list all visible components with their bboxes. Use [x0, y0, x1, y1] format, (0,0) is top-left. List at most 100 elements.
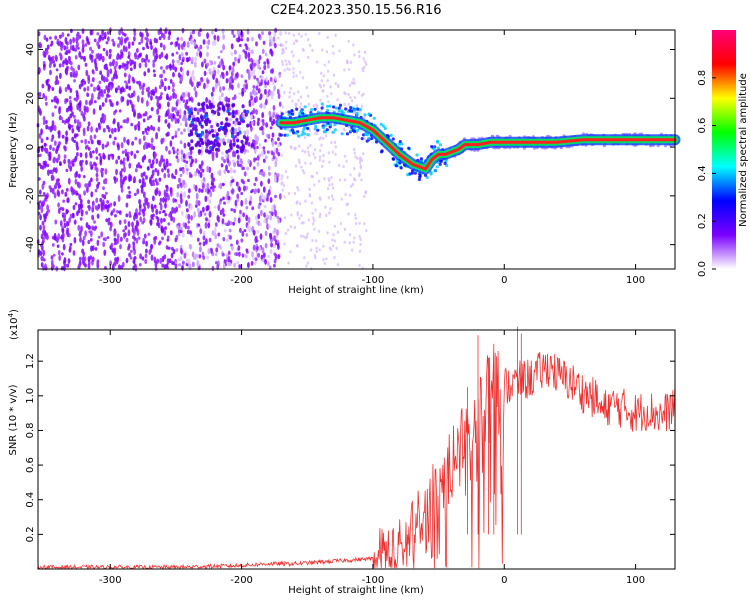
spectrogram-noise-dot — [154, 168, 158, 173]
spectrogram-noise-dot — [113, 260, 117, 267]
spectrogram-noise-dot — [208, 127, 212, 132]
spectrogram-noise-dot — [134, 224, 138, 232]
spectrogram-blob-dot — [211, 133, 215, 138]
spectrogram-noise-dot — [164, 197, 168, 203]
spectrogram-noise-dot — [268, 110, 272, 117]
spectrogram-noise-dot — [191, 158, 195, 163]
spectrogram-noise-dot — [202, 241, 206, 247]
spectrogram-noise-dot — [315, 250, 318, 254]
spectrogram-noise-dot — [86, 187, 89, 193]
spectrogram-noise-dot — [239, 209, 242, 215]
spectrogram-noise-dot — [61, 207, 65, 212]
spectrogram-noise-dot — [142, 135, 146, 141]
spectrogram-noise-dot — [336, 230, 340, 234]
spectrogram-noise-dot — [173, 207, 177, 211]
spectrogram-noise-dot — [91, 206, 95, 213]
spectrogram-noise-dot — [197, 200, 201, 207]
spectrogram-noise-dot — [168, 213, 172, 218]
spectrogram-noise-dot — [82, 236, 86, 240]
spectrogram-blob-dot — [231, 114, 235, 119]
spectrogram-noise-dot — [65, 46, 69, 50]
spectrogram-noise-dot — [43, 34, 47, 40]
spectrogram-blob-dot — [206, 117, 210, 122]
spectrogram-noise-dot — [73, 118, 77, 124]
spectrogram-noise-dot — [142, 171, 146, 177]
spectrogram-noise-dot — [364, 60, 367, 64]
spectrogram-noise-dot — [163, 85, 167, 92]
spectrogram-noise-dot — [256, 135, 259, 142]
spectrogram-noise-dot — [118, 264, 121, 270]
spectrogram-noise-dot — [136, 80, 139, 85]
spectrogram-noise-dot — [82, 175, 86, 179]
spectrogram-noise-dot — [136, 48, 139, 53]
spectrogram-noise-dot — [102, 186, 105, 191]
spectrogram-noise-dot — [257, 252, 260, 258]
spectrogram-noise-dot — [103, 76, 106, 83]
spectrogram-noise-dot — [200, 76, 204, 83]
spectrogram-noise-dot — [221, 208, 225, 215]
spectrogram-ridge-dot — [290, 128, 294, 132]
spectrogram-noise-dot — [352, 111, 355, 115]
spectrogram-blob-dot — [205, 113, 209, 118]
spectrogram-noise-dot — [46, 234, 49, 241]
spectrogram-noise-dot — [266, 63, 270, 69]
spectrogram-noise-dot — [152, 48, 156, 53]
spectrogram-noise-dot — [117, 143, 120, 151]
spectrogram-noise-dot — [109, 68, 113, 75]
spectrogram-noise-dot — [257, 80, 260, 84]
spectrogram-noise-dot — [191, 73, 195, 78]
spectrogram-noise-dot — [76, 192, 79, 196]
spectrogram-noise-dot — [261, 171, 264, 177]
spectrogram-noise-dot — [182, 153, 186, 159]
spectrogram-noise-dot — [219, 50, 223, 54]
spectrogram-noise-dot — [113, 229, 117, 236]
spectrogram-noise-dot — [225, 96, 229, 103]
spectrogram-noise-dot — [87, 239, 91, 245]
spectrogram-noise-dot — [296, 244, 299, 248]
spectrogram-noise-dot — [363, 194, 366, 199]
spectrogram-noise-dot — [61, 31, 65, 38]
spectrogram-noise-dot — [208, 199, 212, 205]
spectrogram-noise-dot — [141, 90, 145, 96]
spectrogram-noise-dot — [358, 160, 362, 165]
spectrogram-noise-dot — [297, 32, 301, 36]
spectrogram-noise-dot — [156, 97, 160, 103]
spectrogram-noise-dot — [178, 203, 181, 209]
spectrogram-noise-dot — [271, 79, 275, 86]
spectrogram-noise-dot — [318, 137, 321, 141]
spectrogram-noise-dot — [201, 61, 204, 68]
spectrogram-noise-dot — [135, 208, 138, 215]
spectrogram-noise-dot — [172, 216, 176, 223]
spectrogram-blob-dot — [235, 117, 239, 122]
spectrogram-noise-dot — [347, 212, 350, 216]
spectrogram-noise-dot — [252, 166, 256, 171]
spectrogram-noise-dot — [186, 258, 189, 264]
spectrogram-noise-dot — [70, 124, 74, 128]
spectrogram-noise-dot — [245, 248, 249, 252]
spectrogram-noise-dot — [47, 209, 51, 213]
spectrogram-noise-dot — [122, 178, 126, 183]
spectrogram-noise-dot — [327, 151, 330, 155]
spectrogram-noise-dot — [293, 225, 297, 230]
spectrogram-noise-dot — [123, 165, 126, 173]
spectrogram-noise-dot — [64, 145, 67, 152]
spectrogram-noise-dot — [155, 208, 159, 215]
spectrogram-noise-dot — [223, 159, 226, 164]
spectrogram-noise-dot — [247, 216, 251, 224]
spectrogram-noise-dot — [142, 202, 146, 208]
x-tick-label: -200 — [230, 575, 253, 586]
spectrogram-noise-dot — [237, 37, 241, 42]
spectrogram-noise-dot — [312, 152, 315, 156]
spectrogram-noise-dot — [44, 160, 47, 167]
spectrogram-noise-dot — [223, 169, 227, 174]
spectrogram-blob-dot — [207, 141, 211, 146]
spectrogram-noise-dot — [101, 92, 104, 98]
spectrogram-noise-dot — [314, 239, 318, 243]
spectrogram-blob-dot — [216, 142, 220, 147]
spectrogram-noise-dot — [87, 263, 91, 270]
spectrogram-noise-dot — [113, 127, 117, 133]
spectrogram-ridge — [279, 116, 677, 171]
spectrogram-noise-dot — [354, 216, 357, 220]
spectrogram-noise-dot — [284, 231, 287, 236]
